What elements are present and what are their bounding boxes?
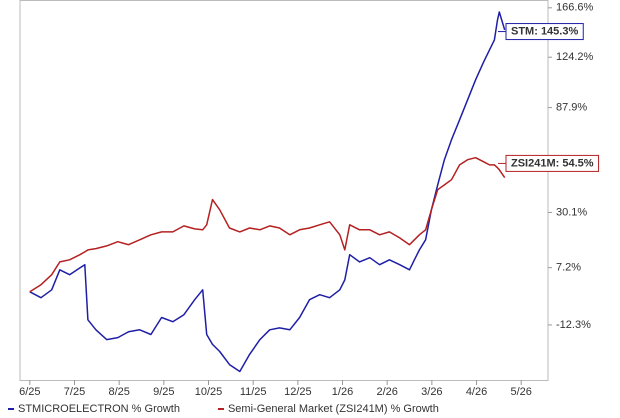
x-tick-label: 1/26	[332, 386, 353, 398]
legend-label: Semi-General Market (ZSI241M) % Growth	[228, 403, 439, 415]
plot-frame	[19, 0, 549, 381]
end-label-text: STM: 145.3%	[511, 25, 578, 37]
x-tick-label: 10/25	[195, 386, 223, 398]
x-tick-label: 11/25	[240, 386, 267, 398]
end-label: ZSI241M: 54.5%	[498, 154, 600, 172]
x-tick-label: 3/26	[421, 386, 442, 398]
y-tick-label: -12.3%	[556, 319, 591, 331]
y-tick-label: 124.2%	[556, 51, 594, 63]
x-tick-label: 8/25	[108, 386, 129, 398]
legend-label: STMICROELECTRON % Growth	[18, 403, 180, 415]
x-tick-label: 4/26	[466, 386, 487, 398]
x-tick-label: 9/25	[153, 386, 174, 398]
x-tick-label: 12/25	[284, 386, 312, 398]
y-tick-label: 166.6%	[556, 2, 594, 14]
y-tick-label: 7.2%	[556, 262, 581, 274]
x-tick-label: 7/25	[64, 386, 85, 398]
series-line	[29, 156, 506, 293]
x-tick-label: 6/25	[19, 386, 40, 398]
y-tick-label: 30.1%	[556, 206, 587, 218]
y-tick-label: 87.9%	[556, 101, 587, 113]
x-tick-label: 5/26	[510, 386, 531, 398]
x-tick-label: 2/26	[376, 386, 397, 398]
end-label: STM: 145.3%	[498, 23, 584, 41]
series-line	[29, 11, 506, 373]
end-label-text: ZSI241M: 54.5%	[511, 157, 594, 169]
